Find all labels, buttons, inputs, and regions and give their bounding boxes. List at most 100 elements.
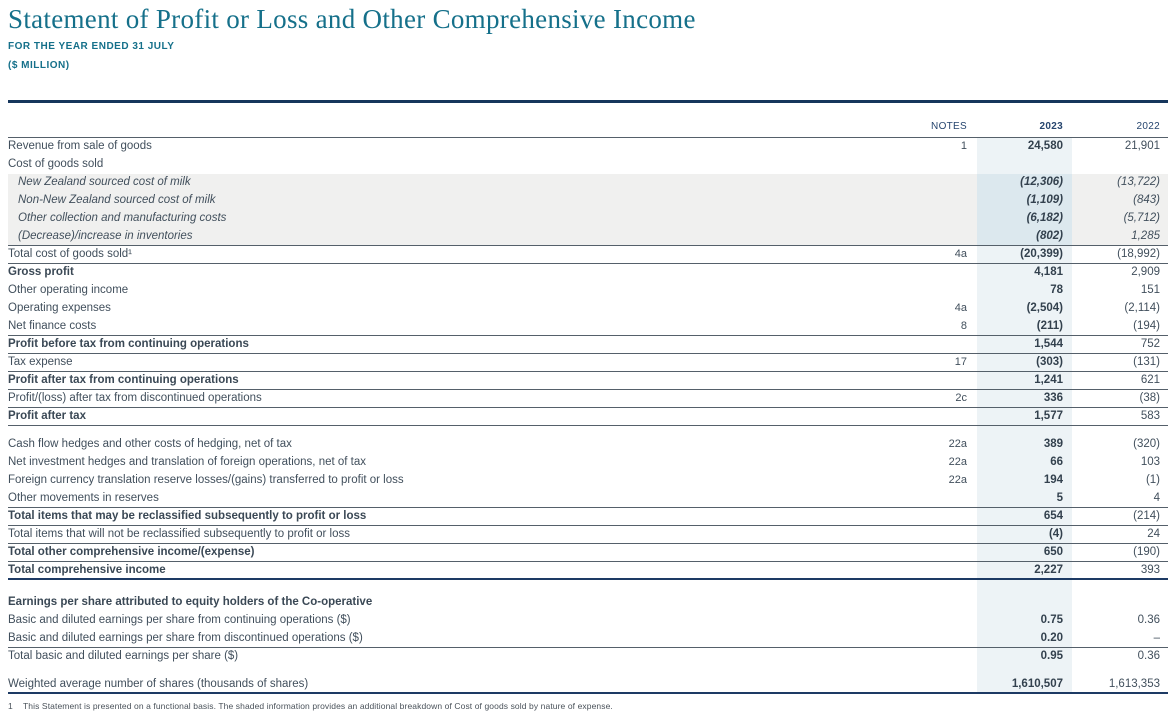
- row-value-2022: (38): [1139, 392, 1160, 404]
- row-value-2023: 194: [977, 472, 1072, 490]
- table-row: Tax expense 17 (303) (131): [8, 354, 1168, 372]
- row-value-2023: [977, 426, 1072, 436]
- row-value-2022: [1072, 666, 1168, 676]
- row-value-2023: 1,577: [977, 408, 1072, 425]
- row-value-2022: 21,901: [1124, 140, 1160, 152]
- table-row: Total comprehensive income 2,227 393: [8, 562, 1168, 580]
- row-value-2022: (1): [1145, 474, 1160, 486]
- row-note: [857, 666, 977, 676]
- row-note: 22a: [948, 438, 967, 450]
- row-label: Basic and diluted earnings per share fro…: [8, 632, 363, 644]
- row-value-2022: 0.36: [1137, 614, 1160, 626]
- row-value-2023: 5: [977, 490, 1072, 507]
- row-value-2023: (12,306): [977, 174, 1072, 192]
- table-row: Weighted average number of shares (thous…: [8, 676, 1168, 694]
- row-value-2022: (18,992): [1117, 248, 1160, 260]
- row-value-2023: 1,544: [977, 336, 1072, 353]
- row-value-2023: 1,241: [977, 372, 1072, 389]
- row-value-2022: 0.36: [1137, 650, 1160, 662]
- row-label: Total basic and diluted earnings per sha…: [8, 650, 239, 662]
- row-value-2023: (802): [977, 228, 1072, 245]
- table-row: New Zealand sourced cost of milk (12,306)…: [8, 174, 1168, 192]
- row-note: [857, 282, 977, 300]
- table-spacer-row: [8, 426, 1168, 436]
- row-label: Cost of goods sold: [8, 158, 104, 170]
- row-label: Net finance costs: [8, 320, 97, 332]
- row-value-2022: 103: [1140, 456, 1160, 468]
- row-note: [857, 676, 977, 692]
- row-value-2023: 336: [977, 390, 1072, 407]
- table-row: Profit after tax 1,577 583: [8, 408, 1168, 426]
- row-label: Total items that may be reclassified sub…: [8, 510, 367, 522]
- row-note: [857, 562, 977, 578]
- row-note: [857, 490, 977, 507]
- row-note: [857, 526, 977, 543]
- row-label: Basic and diluted earnings per share fro…: [8, 614, 351, 626]
- row-value-2022: 24: [1147, 528, 1160, 540]
- row-value-2022: 4: [1153, 492, 1160, 504]
- table-row: Profit before tax from continuing operat…: [8, 336, 1168, 354]
- row-note: 1: [960, 140, 967, 152]
- row-label: Operating expenses: [8, 302, 111, 314]
- row-value-2023: 0.20: [977, 630, 1072, 647]
- row-value-2022: (13,722): [1117, 176, 1160, 188]
- page-subtitle-period: FOR THE YEAR ENDED 31 JULY: [8, 41, 175, 52]
- row-label: Earnings per share attributed to equity …: [8, 596, 373, 608]
- table-row: Total items that will not be reclassifie…: [8, 526, 1168, 544]
- row-value-2023: [977, 666, 1072, 676]
- row-value-2023: 78: [977, 282, 1072, 300]
- row-value-2023: (303): [977, 354, 1072, 371]
- table-row: Total other comprehensive income/(expens…: [8, 544, 1168, 562]
- row-note: 22a: [948, 456, 967, 468]
- row-label: Profit after tax: [8, 410, 86, 422]
- row-value-2023: 24,580: [977, 138, 1072, 156]
- row-value-2022: [1072, 580, 1168, 594]
- table-row: Net finance costs 8 (211) (194): [8, 318, 1168, 336]
- top-rule-divider: [8, 100, 1168, 103]
- row-note: [857, 508, 977, 525]
- row-value-2023: 0.75: [977, 612, 1072, 630]
- table-row: Profit/(loss) after tax from discontinue…: [8, 390, 1168, 408]
- row-label: Other movements in reserves: [8, 492, 159, 504]
- row-value-2023: (20,399): [977, 246, 1072, 263]
- row-label: Tax expense: [8, 356, 73, 368]
- row-note: 17: [954, 356, 967, 368]
- row-note: [857, 372, 977, 389]
- row-label: New Zealand sourced cost of milk: [18, 176, 191, 188]
- row-value-2023: 4,181: [977, 264, 1072, 282]
- row-label: [8, 580, 857, 594]
- row-label: Revenue from sale of goods: [8, 140, 152, 152]
- footnote-text: This Statement is presented on a functio…: [23, 701, 613, 711]
- table-spacer-row: [8, 666, 1168, 676]
- column-header-notes: NOTES: [931, 121, 967, 132]
- row-note: [857, 580, 977, 594]
- row-note: [857, 228, 977, 245]
- row-note: [857, 408, 977, 425]
- row-value-2022: (194): [1133, 320, 1160, 332]
- row-value-2022: 583: [1140, 410, 1160, 422]
- row-value-2023: [977, 594, 1072, 612]
- row-label: Gross profit: [8, 266, 74, 278]
- table-row: Net investment hedges and translation of…: [8, 454, 1168, 472]
- row-label: Foreign currency translation reserve los…: [8, 474, 404, 486]
- column-header-2022: 2022: [1136, 121, 1160, 132]
- row-value-2023: (2,504): [977, 300, 1072, 318]
- row-note: [857, 336, 977, 353]
- row-value-2023: (1,109): [977, 192, 1072, 210]
- row-note: [857, 210, 977, 228]
- row-label: Total other comprehensive income/(expens…: [8, 546, 255, 558]
- table-header-row: NOTES 2023 2022: [8, 103, 1168, 138]
- row-value-2022: 2,909: [1131, 266, 1160, 278]
- row-value-2022: (214): [1133, 510, 1160, 522]
- table-row: Cost of goods sold: [8, 156, 1168, 174]
- row-label: Other collection and manufacturing costs: [18, 212, 227, 224]
- row-note: [857, 630, 977, 647]
- table-row: Total basic and diluted earnings per sha…: [8, 648, 1168, 666]
- row-note: 2c: [955, 392, 967, 404]
- row-label: [8, 666, 857, 676]
- row-note: [857, 594, 977, 612]
- row-note: [857, 264, 977, 282]
- row-label: Weighted average number of shares (thous…: [8, 678, 309, 690]
- row-note: [857, 192, 977, 210]
- row-value-2022: (190): [1133, 546, 1160, 558]
